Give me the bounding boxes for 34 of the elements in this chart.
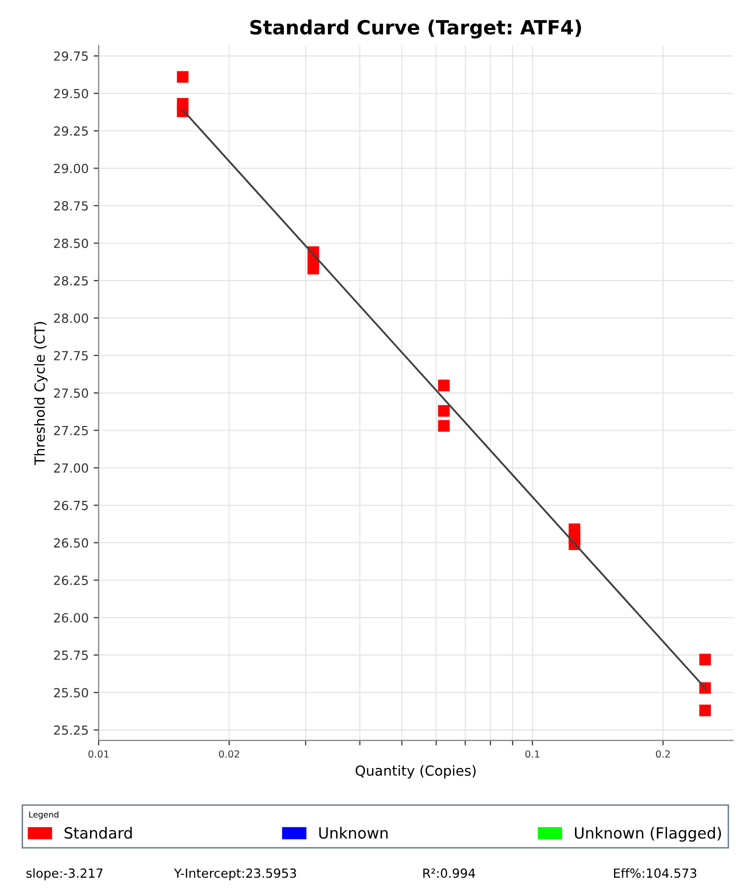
y-tick-label: 26.00: [54, 613, 88, 623]
y-tick-label: 29.25: [54, 126, 88, 136]
y-tick-label: 25.50: [54, 688, 88, 698]
legend-title: Legend: [29, 811, 58, 820]
y-tick-label: 26.75: [54, 500, 88, 510]
text: R²:0.994: [423, 868, 476, 878]
y-tick-label: 28.00: [54, 314, 88, 323]
y-tick-label: 28.50: [54, 238, 88, 248]
y-tick-label: 26.25: [54, 576, 88, 586]
y-tick-label: 28.75: [54, 201, 88, 211]
y-tick-label: 29.00: [54, 164, 88, 174]
y-tick-label: 25.75: [54, 650, 88, 660]
y-axis-title: Threshold Cycle (CT): [34, 322, 48, 466]
y-tick-label: 26.50: [54, 538, 88, 548]
x-tick-label: 0.1: [525, 750, 540, 758]
text: slope:-3.217: [26, 868, 102, 880]
x-tick-label: 0.01: [88, 750, 109, 758]
text: Eff%:104.573: [614, 868, 696, 878]
y-tick-label: 29.75: [54, 51, 88, 61]
chart-title: Standard Curve (Target: ATF4): [250, 20, 582, 39]
legend-label: Unknown: [319, 826, 388, 839]
y-tick-label: 29.50: [54, 88, 88, 98]
legend-label: Unknown (Flagged): [574, 826, 721, 842]
text: Y-Intercept:23.5953: [174, 868, 296, 880]
y-tick-label: 27.25: [54, 426, 88, 436]
y-tick-label: 28.25: [54, 276, 88, 286]
y-tick-label: 25.25: [54, 725, 88, 735]
y-tick-label: 27.50: [54, 388, 88, 398]
y-tick-label: 27.75: [54, 350, 88, 360]
y-tick-label: 27.00: [54, 463, 88, 473]
x-axis-title: Quantity (Copies): [356, 765, 476, 779]
x-tick-label: 0.02: [219, 750, 240, 758]
legend-label: Standard: [64, 826, 132, 839]
x-tick-label: 0.2: [656, 750, 670, 758]
